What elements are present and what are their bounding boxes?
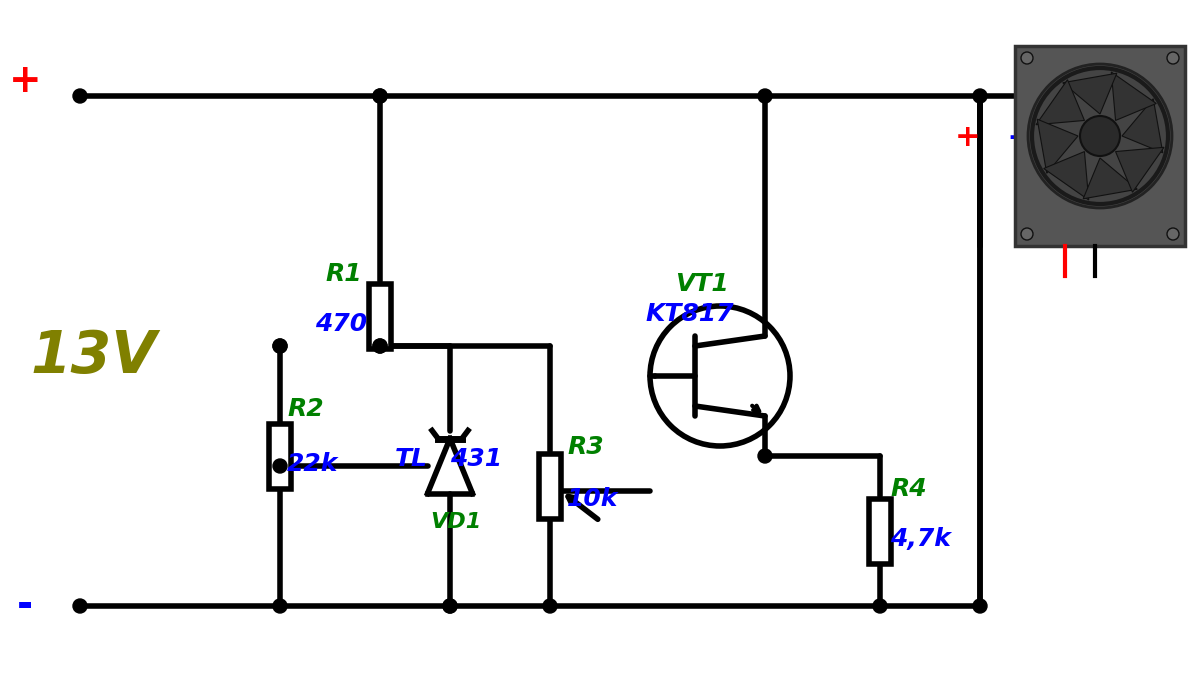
Text: R4: R4 xyxy=(890,477,926,501)
Bar xyxy=(1015,46,1186,246)
Text: -: - xyxy=(1009,123,1021,152)
Circle shape xyxy=(373,339,386,353)
Text: KT817: KT817 xyxy=(646,302,733,326)
Circle shape xyxy=(373,89,386,103)
Text: R1: R1 xyxy=(325,262,361,286)
Circle shape xyxy=(1028,64,1172,208)
Circle shape xyxy=(973,599,988,613)
Polygon shape xyxy=(1122,99,1163,153)
Circle shape xyxy=(443,599,457,613)
Text: VT1: VT1 xyxy=(674,272,728,296)
Circle shape xyxy=(650,306,790,446)
Bar xyxy=(539,454,562,518)
Text: R3: R3 xyxy=(568,435,604,459)
Circle shape xyxy=(1021,52,1033,64)
Polygon shape xyxy=(1063,73,1117,114)
Circle shape xyxy=(73,89,88,103)
Text: +: + xyxy=(8,62,41,100)
Text: 13V: 13V xyxy=(30,327,156,385)
Circle shape xyxy=(73,599,88,613)
Text: TL: TL xyxy=(395,447,428,471)
Circle shape xyxy=(758,449,772,463)
Polygon shape xyxy=(1111,72,1157,120)
Text: +: + xyxy=(955,123,980,152)
Polygon shape xyxy=(1044,151,1088,200)
Circle shape xyxy=(973,89,988,103)
Circle shape xyxy=(274,599,287,613)
Circle shape xyxy=(542,599,557,613)
Text: -: - xyxy=(17,587,34,625)
Circle shape xyxy=(758,89,772,103)
Circle shape xyxy=(874,599,887,613)
Circle shape xyxy=(1021,228,1033,240)
Text: VD1: VD1 xyxy=(430,512,481,533)
Polygon shape xyxy=(1036,80,1085,124)
Text: 431: 431 xyxy=(450,447,502,471)
Bar xyxy=(269,423,292,489)
Circle shape xyxy=(373,89,386,103)
Text: 10k: 10k xyxy=(568,487,618,511)
Circle shape xyxy=(1166,52,1178,64)
Circle shape xyxy=(1080,116,1120,156)
Circle shape xyxy=(274,339,287,353)
Circle shape xyxy=(274,339,287,353)
Circle shape xyxy=(274,459,287,473)
Bar xyxy=(869,498,892,564)
Text: 470: 470 xyxy=(314,312,367,336)
Polygon shape xyxy=(1084,158,1138,199)
Circle shape xyxy=(373,339,386,353)
Text: 4,7k: 4,7k xyxy=(890,527,950,551)
Polygon shape xyxy=(1037,119,1078,173)
Bar xyxy=(370,283,391,349)
Text: 22k: 22k xyxy=(287,452,338,476)
Circle shape xyxy=(1166,228,1178,240)
Text: R2: R2 xyxy=(287,397,324,421)
Circle shape xyxy=(443,599,457,613)
Polygon shape xyxy=(1116,147,1164,192)
